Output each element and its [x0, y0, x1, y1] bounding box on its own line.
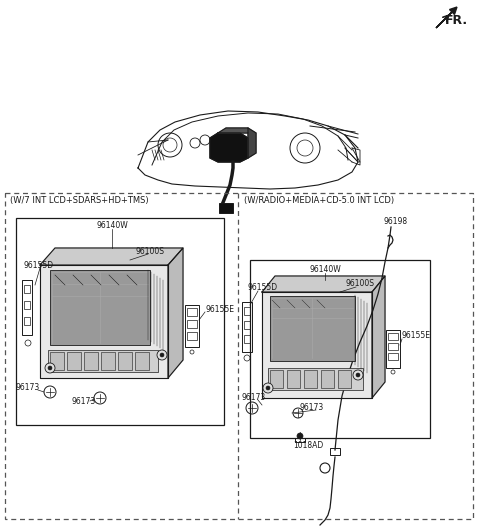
- Text: (W/7 INT LCD+SDARS+HD+TMS): (W/7 INT LCD+SDARS+HD+TMS): [10, 196, 149, 205]
- Polygon shape: [210, 133, 248, 162]
- Text: 96173: 96173: [242, 393, 266, 402]
- Bar: [50, 270, 150, 345]
- Bar: [24, 285, 30, 293]
- Bar: [22, 280, 32, 335]
- Bar: [219, 203, 233, 213]
- Text: 96100S: 96100S: [345, 279, 374, 288]
- FancyArrow shape: [436, 7, 457, 28]
- Bar: [287, 370, 300, 388]
- Circle shape: [45, 363, 55, 373]
- Circle shape: [160, 353, 164, 357]
- Text: 96140W: 96140W: [96, 222, 128, 231]
- Polygon shape: [218, 128, 248, 133]
- Bar: [388, 343, 398, 350]
- Bar: [268, 368, 363, 390]
- Bar: [16, 218, 224, 425]
- Text: 96173: 96173: [300, 404, 324, 413]
- Bar: [388, 353, 398, 360]
- Text: 96155D: 96155D: [248, 284, 278, 293]
- Polygon shape: [372, 276, 385, 398]
- Bar: [135, 352, 149, 370]
- Bar: [244, 335, 250, 343]
- Bar: [185, 305, 199, 347]
- Bar: [24, 301, 30, 309]
- Bar: [187, 320, 197, 328]
- Bar: [67, 352, 81, 370]
- Bar: [84, 352, 98, 370]
- Text: 96198: 96198: [383, 217, 407, 226]
- Circle shape: [356, 373, 360, 377]
- Bar: [386, 330, 400, 368]
- Circle shape: [353, 370, 363, 380]
- Bar: [50, 352, 64, 370]
- Bar: [338, 370, 351, 388]
- Bar: [242, 302, 252, 352]
- Text: 96173: 96173: [72, 397, 96, 406]
- Text: 1018AD: 1018AD: [293, 441, 323, 450]
- Polygon shape: [248, 128, 256, 158]
- Text: 96173: 96173: [15, 384, 39, 393]
- Text: 96100S: 96100S: [135, 248, 164, 257]
- Bar: [187, 332, 197, 340]
- Circle shape: [297, 433, 303, 439]
- Polygon shape: [40, 265, 168, 378]
- Text: 96155D: 96155D: [23, 260, 53, 269]
- Bar: [321, 370, 334, 388]
- Bar: [270, 296, 355, 361]
- Bar: [244, 321, 250, 329]
- Bar: [270, 370, 283, 388]
- Polygon shape: [262, 292, 372, 398]
- Text: 96155E: 96155E: [402, 332, 431, 341]
- Bar: [388, 333, 398, 340]
- Circle shape: [263, 383, 273, 393]
- Polygon shape: [262, 276, 385, 292]
- Bar: [244, 307, 250, 315]
- Text: 96140W: 96140W: [309, 266, 341, 275]
- Bar: [187, 308, 197, 316]
- Circle shape: [157, 350, 167, 360]
- Text: FR.: FR.: [445, 14, 468, 26]
- Bar: [330, 448, 340, 455]
- Text: (W/RADIO+MEDIA+CD-5.0 INT LCD): (W/RADIO+MEDIA+CD-5.0 INT LCD): [244, 196, 394, 205]
- Circle shape: [266, 386, 270, 390]
- Circle shape: [48, 366, 52, 370]
- Bar: [250, 260, 430, 438]
- Bar: [48, 350, 158, 372]
- Bar: [24, 317, 30, 325]
- Text: 96155E: 96155E: [205, 306, 234, 315]
- Bar: [304, 370, 317, 388]
- Polygon shape: [40, 248, 183, 265]
- Polygon shape: [168, 248, 183, 378]
- Bar: [101, 352, 115, 370]
- Bar: [5, 193, 473, 519]
- Bar: [118, 352, 132, 370]
